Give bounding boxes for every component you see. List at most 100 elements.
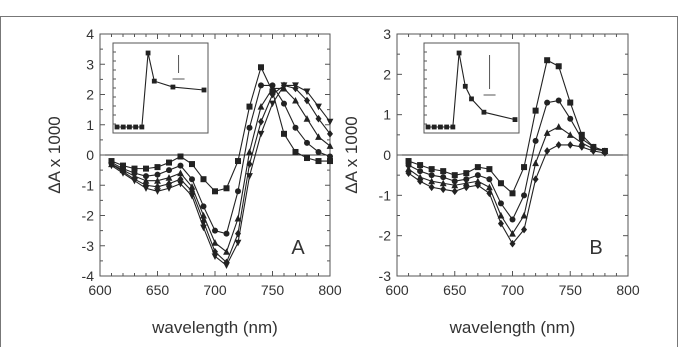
inset-data-point — [151, 78, 157, 84]
y-tick-label: -2 — [82, 208, 95, 224]
data-point-circle — [463, 176, 470, 183]
data-point-circle — [417, 168, 424, 175]
series-diamond — [405, 141, 608, 248]
data-point-circle — [235, 188, 241, 195]
series-line-triangle-down — [111, 84, 331, 267]
inset-data-point — [133, 124, 139, 130]
data-point-square — [555, 63, 562, 70]
inset-data-point — [145, 50, 151, 56]
data-point-square — [315, 158, 322, 165]
x-tick-label: 600 — [385, 282, 409, 298]
data-point-triangle-up — [474, 177, 482, 185]
y-tick-label: -2 — [379, 228, 392, 244]
panel-a: 600 650 700 750 800 -4 -3 -2 -1 0 1 2 3 4 wavelength (… — [45, 26, 342, 337]
data-point-circle — [292, 124, 299, 131]
series-line-triangle-up — [408, 126, 605, 235]
data-point-triangle-up — [257, 103, 265, 110]
data-point-diamond — [497, 219, 504, 228]
data-point-circle — [189, 176, 195, 183]
data-point-circle — [440, 174, 447, 181]
y-tick-label: 0 — [86, 147, 94, 163]
data-point-circle — [428, 172, 435, 179]
data-point-diamond — [189, 187, 195, 196]
data-point-circle — [451, 178, 458, 185]
data-point-circle — [212, 227, 218, 234]
data-point-triangle-up — [462, 179, 470, 187]
data-point-diamond — [567, 141, 574, 149]
data-point-square — [246, 103, 253, 110]
data-point-triangle-up — [520, 211, 528, 219]
inset-data-point — [139, 124, 145, 130]
data-point-diamond — [463, 183, 470, 192]
data-point-square — [304, 155, 310, 162]
inset-data-point — [431, 124, 437, 130]
data-point-triangle-up — [154, 177, 161, 184]
data-point-triangle-up — [405, 165, 412, 173]
data-point-circle — [166, 167, 172, 174]
data-point-square — [451, 172, 458, 179]
y-tick-label: 3 — [86, 56, 94, 72]
data-point-triangle-up — [234, 214, 242, 222]
panel-b: 600 650 700 750 800 -3 -2 -1 0 1 2 3 wavelength (nm)… — [342, 26, 640, 337]
series-square — [108, 64, 333, 195]
data-point-square — [292, 148, 299, 155]
data-point-circle — [200, 203, 207, 210]
data-point-triangle-down — [280, 82, 288, 90]
y-tick-label: -3 — [379, 268, 392, 284]
y-axis-title: ΔA x 1000 — [45, 116, 64, 194]
data-point-circle — [555, 97, 562, 104]
data-point-diamond — [166, 179, 172, 188]
panel-label: A — [291, 237, 305, 259]
x-tick-label: 800 — [616, 282, 640, 298]
data-point-circle — [327, 153, 333, 160]
data-point-triangle-down — [165, 185, 173, 192]
y-tick-label: 4 — [86, 26, 94, 42]
inset-area — [423, 42, 520, 134]
data-point-diamond — [555, 141, 562, 149]
data-point-triangle-down — [108, 162, 115, 170]
data-point-diamond — [590, 147, 597, 155]
data-point-circle — [497, 200, 504, 207]
y-tick-label: 3 — [383, 26, 391, 42]
data-point-square — [235, 158, 241, 165]
data-point-triangle-up — [177, 169, 184, 177]
data-point-square — [474, 164, 481, 171]
data-point-triangle-up — [509, 230, 516, 237]
data-point-square — [463, 170, 470, 177]
y-tick-label: 0 — [383, 147, 391, 163]
data-point-square — [486, 166, 493, 173]
data-point-circle — [474, 172, 481, 179]
data-point-triangle-up — [439, 179, 447, 187]
x-tick-label: 750 — [559, 282, 583, 298]
data-point-triangle-down — [177, 180, 184, 188]
data-point-circle — [223, 230, 230, 237]
data-point-circle — [315, 148, 322, 155]
data-point-circle — [544, 99, 551, 106]
data-point-square — [143, 165, 149, 172]
inset-data-point — [444, 124, 450, 130]
series-circle — [108, 82, 333, 237]
data-point-square — [544, 57, 551, 64]
inset-chart — [112, 42, 209, 134]
data-point-triangle-up — [566, 131, 574, 138]
data-point-circle — [304, 139, 310, 146]
inset-data-point — [469, 96, 474, 102]
inset-chart — [423, 42, 520, 134]
data-point-triangle-down — [142, 185, 150, 192]
data-point-square — [212, 188, 218, 195]
data-point-square — [258, 64, 264, 71]
x-axis-title: wavelength (nm) — [151, 318, 278, 337]
inset-data-point — [438, 124, 443, 130]
data-point-square — [189, 161, 195, 168]
y-tick-label: -1 — [379, 187, 392, 203]
inset-data-point — [170, 84, 176, 90]
data-point-square — [223, 185, 230, 192]
data-point-triangle-up — [532, 159, 539, 167]
data-point-diamond — [532, 175, 539, 183]
data-point-triangle-up — [165, 174, 173, 181]
data-point-triangle-up — [578, 139, 586, 146]
data-point-circle — [532, 137, 539, 144]
data-point-square — [417, 162, 424, 169]
y-tick-label: -1 — [82, 177, 95, 193]
